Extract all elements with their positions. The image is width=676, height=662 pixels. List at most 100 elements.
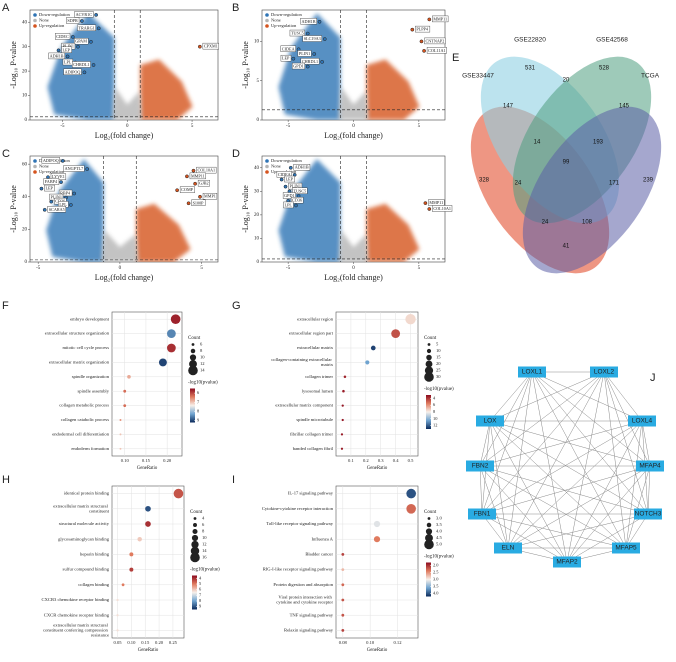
legend-symbol (265, 13, 269, 17)
gene-label-box (300, 18, 317, 25)
venn-count: 528 (599, 66, 610, 72)
size-legend-label: 8 (200, 348, 203, 353)
size-legend-symbol (191, 540, 199, 549)
gene-point (60, 159, 65, 163)
x-tick-label: 0 (352, 124, 355, 129)
gene-label: RBP4 (60, 190, 71, 195)
gene-label-box (415, 25, 431, 33)
category-label: mitotic cell cycle process (62, 345, 109, 350)
network-edge (531, 371, 651, 467)
legend-symbol (265, 18, 269, 23)
venn-count: 145 (619, 104, 630, 110)
network-edge (647, 465, 651, 515)
venn-count: 328 (479, 178, 490, 184)
gene-point (197, 44, 202, 49)
x-axis-label: Log₂(fold change) (95, 273, 154, 282)
x-tick-label: -5 (286, 124, 291, 129)
x-tick-label: 0.2 (363, 458, 369, 463)
gene-label-box (292, 187, 308, 195)
category-label: extracellular matrix structural constitu… (53, 503, 109, 513)
network-node (634, 508, 662, 520)
category-label: collagen binding (78, 582, 109, 587)
gene-label-box (424, 37, 446, 45)
dot (341, 613, 345, 617)
x-tick-label: 0.12 (393, 640, 402, 645)
venn-set-label: GSE42568 (596, 37, 628, 44)
gene-point (423, 201, 428, 205)
gene-label-box (63, 165, 85, 172)
gene-label-box (74, 38, 89, 45)
size-legend-label: 6 (200, 342, 203, 347)
network-edge (481, 420, 643, 515)
y-tick-label: 40 (254, 166, 260, 171)
gene-point (82, 70, 87, 75)
gene-point (185, 174, 189, 179)
network-node-label: ELN (502, 545, 515, 552)
gene-label: CD36 (55, 199, 65, 204)
dot (391, 329, 401, 338)
panel-letter: E (452, 52, 459, 64)
gene-label-box (293, 164, 311, 171)
gene-label: CIDEA (282, 46, 295, 51)
gene-label: LEP (286, 177, 294, 182)
category-label: extracellular matrix organization (49, 359, 110, 364)
venn-count: 531 (525, 66, 536, 72)
size-legend-label: 8 (202, 529, 205, 534)
panel-letter: J (650, 372, 656, 384)
network-edge (625, 513, 649, 549)
x-tick-label: 0.25 (169, 640, 178, 645)
legend-symbol (265, 164, 269, 169)
network-node-label: LOX (483, 418, 497, 425)
legend-symbol (265, 170, 269, 174)
network-edge (566, 513, 649, 563)
network-node (468, 508, 496, 520)
dot (341, 598, 345, 602)
network-edge (489, 420, 568, 563)
gene-point (91, 63, 96, 67)
gene-point (94, 13, 98, 17)
gene-label-box (290, 197, 304, 204)
x-tick-label: 0.10 (127, 640, 136, 645)
legend-label: None (271, 164, 281, 169)
gene-label-box (202, 42, 220, 50)
panel-letter: G (232, 300, 241, 312)
size-legend-title: Count (424, 336, 437, 341)
point-cloud (366, 59, 420, 120)
dot (119, 447, 122, 450)
x-tick-label: 0 (352, 266, 355, 271)
gene-label-box (276, 171, 292, 178)
point-cloud (112, 87, 143, 120)
gene-label-box (297, 50, 312, 57)
network-edge (481, 465, 651, 515)
network-edge (479, 465, 483, 515)
size-legend-label: 12 (200, 361, 205, 366)
network-edge (603, 371, 649, 515)
color-bar-label: 6 (197, 390, 200, 395)
color-bar (426, 562, 431, 597)
gene-label-box (282, 192, 296, 199)
gene-point (191, 168, 196, 173)
gene-point (175, 188, 179, 193)
gene-label: CIDEA (278, 172, 291, 177)
gene-label: S100P (193, 200, 205, 205)
gene-label-box (55, 33, 71, 40)
network-edge (603, 371, 627, 549)
dot (341, 568, 345, 571)
color-bar-label: 3.0 (433, 577, 439, 582)
dot (170, 314, 181, 325)
network-node-label: LOXL4 (632, 418, 653, 425)
color-bar-label: 2.0 (433, 562, 439, 567)
legend-label: Down-regulation (271, 12, 302, 17)
size-legend-symbol (193, 517, 197, 520)
color-bar (192, 575, 197, 610)
network-node-label: MFAP4 (639, 463, 661, 470)
gene-label-box (48, 52, 65, 60)
gene-label-box (283, 201, 294, 209)
dot (158, 358, 167, 367)
color-bar (190, 388, 195, 423)
color-bar-label: 7 (197, 399, 200, 404)
network-edge (489, 371, 605, 422)
size-legend-symbol (424, 372, 434, 382)
color-legend-title: -log10(pvalue) (190, 568, 220, 573)
size-legend-symbol (193, 523, 197, 527)
